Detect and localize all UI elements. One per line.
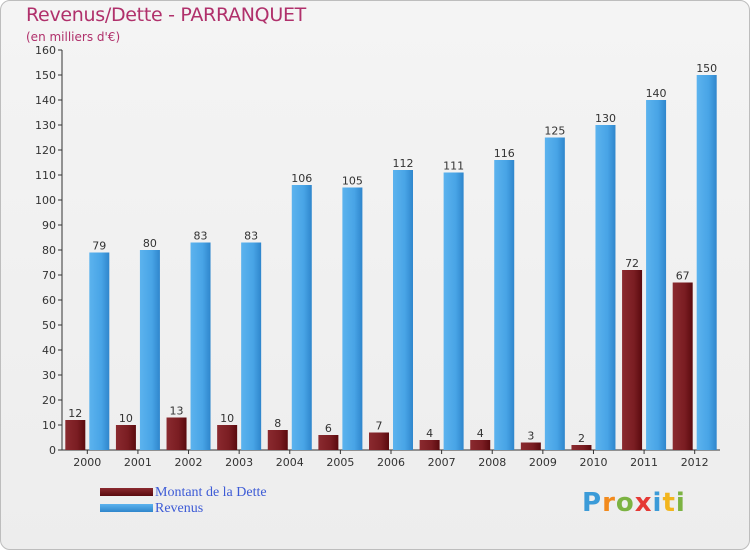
y-tick-label: 70 <box>42 269 56 282</box>
y-tick-label: 10 <box>42 419 56 432</box>
debt-bar <box>217 425 238 450</box>
debt-value-label: 3 <box>527 430 534 443</box>
revenue-bar <box>494 160 515 450</box>
x-tick-label: 2004 <box>276 456 304 469</box>
x-tick-label: 2006 <box>377 456 405 469</box>
y-tick-label: 110 <box>35 169 56 182</box>
proxiti-logo: Proxiti <box>582 488 686 518</box>
revenue-value-label: 83 <box>244 230 258 243</box>
revenue-value-label: 83 <box>194 230 208 243</box>
revenue-value-label: 105 <box>342 175 363 188</box>
debt-bar <box>520 442 541 450</box>
debt-value-label: 10 <box>119 412 133 425</box>
debt-bar <box>419 440 440 450</box>
revenue-bar <box>139 250 160 450</box>
debt-bar <box>166 417 187 450</box>
debt-bar <box>115 425 136 450</box>
x-tick-label: 2000 <box>73 456 101 469</box>
revenue-value-label: 111 <box>443 160 464 173</box>
debt-value-label: 12 <box>68 407 82 420</box>
chart-title: Revenus/Dette - PARRANQUET <box>26 4 306 26</box>
revenue-bar <box>646 100 667 450</box>
y-tick-label: 50 <box>42 319 56 332</box>
debt-bar <box>318 435 339 450</box>
x-tick-label: 2007 <box>428 456 456 469</box>
x-tick-label: 2005 <box>326 456 354 469</box>
revenue-value-label: 140 <box>646 87 667 100</box>
x-tick-label: 2009 <box>529 456 557 469</box>
x-tick-label: 2010 <box>579 456 607 469</box>
y-tick-label: 0 <box>49 444 56 457</box>
revenue-value-label: 116 <box>494 147 515 160</box>
debt-value-label: 72 <box>625 257 639 270</box>
debt-value-label: 6 <box>325 422 332 435</box>
revenue-bar <box>696 75 717 450</box>
revenue-value-label: 150 <box>696 62 717 75</box>
y-tick-label: 40 <box>42 344 56 357</box>
x-tick-label: 2008 <box>478 456 506 469</box>
y-tick-label: 150 <box>35 69 56 82</box>
debt-value-label: 67 <box>676 270 690 283</box>
revenue-bar <box>190 242 211 450</box>
y-tick-label: 160 <box>35 44 56 57</box>
y-tick-label: 20 <box>42 394 56 407</box>
debt-value-label: 10 <box>220 412 234 425</box>
revenue-bar <box>89 252 110 450</box>
revenue-value-label: 130 <box>595 112 616 125</box>
revenue-bar <box>291 185 312 450</box>
revenue-bar <box>241 242 262 450</box>
x-tick-label: 2011 <box>630 456 658 469</box>
debt-value-label: 4 <box>477 427 484 440</box>
legend-swatch-debt <box>100 488 153 496</box>
debt-bar <box>672 282 693 450</box>
revenue-bar <box>544 137 565 450</box>
debt-bar <box>369 432 389 450</box>
y-tick-label: 90 <box>42 219 56 232</box>
legend-label-revenue: Revenus <box>155 501 204 516</box>
chart-subtitle: (en milliers d'€) <box>26 30 121 44</box>
debt-bar <box>622 270 643 450</box>
x-tick-label: 2003 <box>225 456 253 469</box>
revenue-value-label: 112 <box>393 157 414 170</box>
revenue-bar <box>595 125 616 450</box>
debt-value-label: 8 <box>274 417 281 430</box>
debt-value-label: 7 <box>376 420 383 433</box>
x-tick-label: 2002 <box>175 456 203 469</box>
debt-bar <box>470 440 491 450</box>
y-tick-label: 140 <box>35 94 56 107</box>
y-tick-label: 100 <box>35 194 56 207</box>
revenue-bar <box>443 172 464 450</box>
debt-value-label: 4 <box>426 427 433 440</box>
debt-bar <box>267 430 288 450</box>
revenue-bar <box>342 187 363 450</box>
x-tick-label: 2012 <box>681 456 709 469</box>
debt-value-label: 13 <box>170 405 184 418</box>
y-tick-label: 120 <box>35 144 56 157</box>
legend-label-debt: Montant de la Dette <box>155 485 267 500</box>
debt-bar <box>65 420 86 450</box>
revenue-value-label: 80 <box>143 237 157 250</box>
revenue-value-label: 106 <box>291 172 312 185</box>
revenue-value-label: 79 <box>92 240 106 253</box>
y-tick-label: 60 <box>42 294 56 307</box>
revenue-value-label: 125 <box>544 125 565 138</box>
legend-swatch-revenue <box>100 504 153 512</box>
debt-bar <box>571 445 592 450</box>
y-tick-label: 30 <box>42 369 56 382</box>
debt-value-label: 2 <box>578 432 585 445</box>
y-tick-label: 80 <box>42 244 56 257</box>
x-tick-label: 2001 <box>124 456 152 469</box>
revenue-bar <box>393 170 413 450</box>
y-tick-label: 130 <box>35 119 56 132</box>
